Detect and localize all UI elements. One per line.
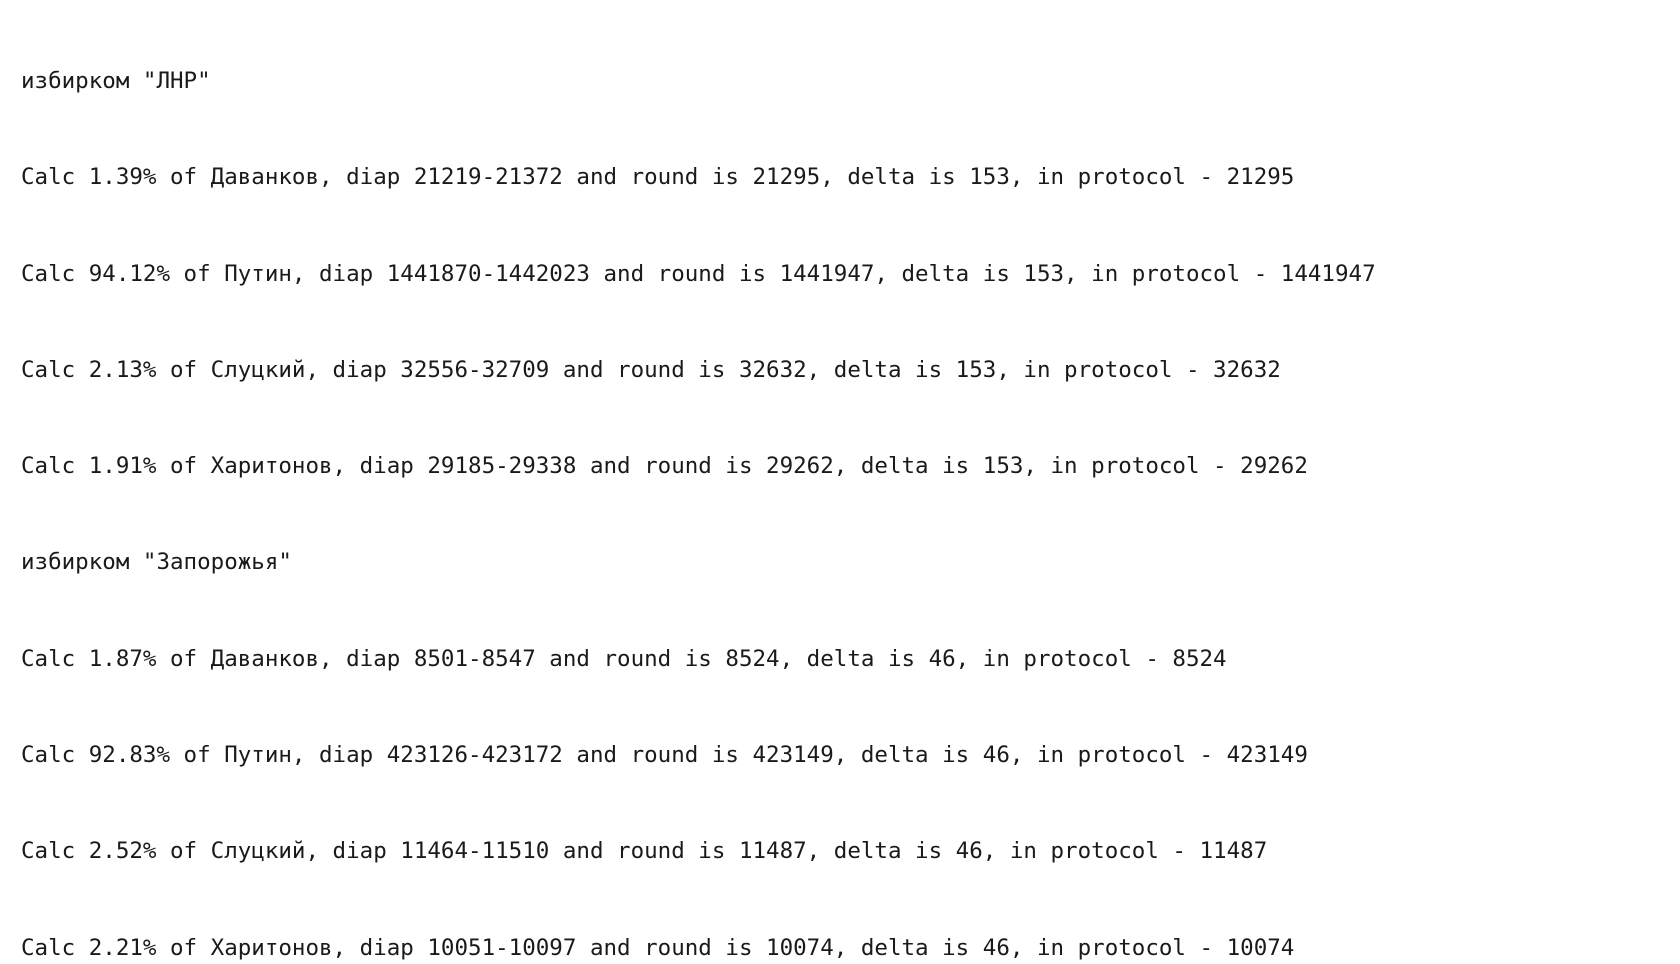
console-line: Calc 2.52% of Слуцкий, diap 11464-11510 … [21,838,1268,865]
console-line: Calc 2.13% of Слуцкий, diap 32556-32709 … [21,356,1281,383]
console-line: избирком "ЛНР" [21,68,211,94]
console-line: Calc 92.83% of Путин, diap 423126-423172… [21,742,1308,769]
console-output: избирком "ЛНР" Calc 1.39% of Даванков, d… [21,7,1680,961]
console-line: избирком "Запорожья" [21,549,292,576]
console-line: Calc 1.87% of Даванков, diap 8501-8547 a… [21,645,1227,672]
console-line: Calc 94.12% of Путин, diap 1441870-14420… [21,260,1376,287]
console-line: Calc 1.91% of Харитонов, diap 29185-2933… [21,453,1308,480]
console-line: Calc 1.39% of Даванков, diap 21219-21372… [21,164,1295,191]
console-line: Calc 2.21% of Харитонов, diap 10051-1009… [21,934,1295,961]
